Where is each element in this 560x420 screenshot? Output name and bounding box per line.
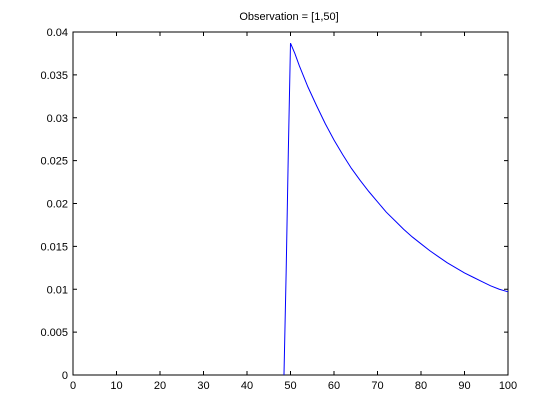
y-axis: 0 0.005 0.01 0.015 0.02 0.025 0.03 0.035 0.04 (40, 27, 508, 382)
plot-area (72, 31, 509, 376)
x-tick-label: 30 (197, 380, 209, 392)
y-tick-label: 0.04 (47, 27, 68, 39)
x-tick-label: 80 (415, 380, 427, 392)
x-tick-label: 10 (110, 380, 122, 392)
x-tick-label: 70 (371, 380, 383, 392)
chart-title: Observation = [1,50] (239, 11, 338, 23)
x-tick-label: 90 (458, 380, 470, 392)
y-tick-label: 0.005 (40, 327, 68, 339)
x-tick-label: 40 (241, 380, 253, 392)
x-tick-label: 50 (284, 380, 296, 392)
series-line-1 (283, 42, 509, 376)
y-tick-label: 0.02 (47, 199, 68, 211)
y-tick-label: 0.03 (47, 113, 68, 125)
y-tick-label: 0.01 (47, 284, 68, 296)
x-axis: 0 10 20 30 40 50 60 70 80 90 100 (70, 32, 517, 392)
y-tick-label: 0 (62, 370, 68, 382)
x-tick-label: 20 (154, 380, 166, 392)
x-tick-label: 60 (328, 380, 340, 392)
series-layer (283, 42, 509, 376)
y-tick-label: 0.025 (40, 156, 68, 168)
y-tick-label: 0.035 (40, 70, 68, 82)
x-tick-label: 0 (70, 380, 76, 392)
y-tick-label: 0.015 (40, 241, 68, 253)
x-tick-label: 100 (499, 380, 517, 392)
